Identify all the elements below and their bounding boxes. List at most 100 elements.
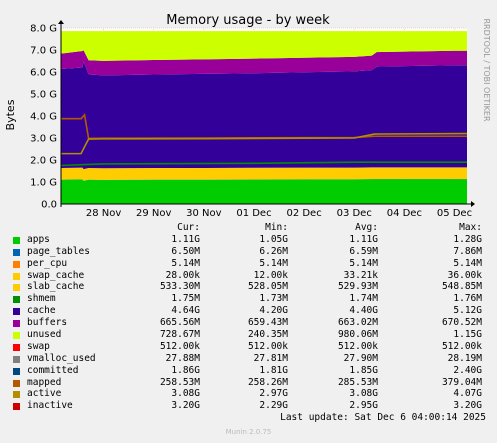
- legend-max: 7.86M: [453, 245, 482, 257]
- line-inactive: [61, 132, 468, 155]
- legend-row-active: active 3.08G 2.97G 3.08G 4.07G: [12, 388, 492, 400]
- legend-min: 2.29G: [259, 400, 288, 412]
- y-tick-label: 5.0 G: [30, 90, 57, 101]
- legend-cur: 4.64G: [171, 305, 200, 317]
- legend-name: apps: [27, 233, 50, 245]
- x-tick-label: 03 Dec: [337, 208, 372, 219]
- legend-max: 548.85M: [441, 281, 482, 293]
- y-tick-labels: 0.0 1.0 G 2.0 G 3.0 G 4.0 G 5.0 G 6.0 G 7.0 G 8.…: [30, 24, 57, 211]
- x-axis-arrow: [471, 201, 475, 207]
- x-tick-label: 28 Nov: [86, 208, 122, 219]
- legend-row-slab-cache: slab_cache 533.30M 528.05M 529.93M 548.85M: [12, 281, 492, 293]
- legend-swatch: [13, 367, 20, 375]
- x-tick-label: 05 Dec: [437, 208, 472, 219]
- legend-avg: 4.40G: [349, 305, 378, 317]
- y-tick-label: 4.0 G: [30, 112, 57, 123]
- legend-row-per-cpu: per_cpu 5.14M 5.14M 5.14M 5.14M: [12, 258, 492, 270]
- munin-version: Munin 2.0.75: [225, 428, 272, 436]
- legend-max: 670.52M: [441, 317, 482, 329]
- y-axis-arrow: [58, 20, 64, 24]
- legend-swatch: [13, 284, 20, 292]
- legend-swatch: [13, 272, 20, 280]
- legend-row-cache: cache 4.64G 4.20G 4.40G 5.12G: [12, 305, 492, 317]
- legend-min: 5.14M: [259, 257, 288, 269]
- legend-avg: 980.06M: [337, 329, 378, 341]
- legend-name: shmem: [27, 293, 56, 305]
- legend-name: vmalloc_used: [27, 352, 96, 364]
- legend-avg: 285.53M: [337, 376, 378, 388]
- legend-cur: 665.56M: [159, 317, 200, 329]
- legend-cur: 5.14M: [171, 257, 200, 269]
- legend-name: buffers: [27, 317, 68, 329]
- legend-min: 1.81G: [259, 364, 288, 376]
- header-max: Max:: [459, 222, 482, 233]
- legend-name: page_tables: [27, 245, 90, 257]
- legend-min: 12.00k: [253, 269, 288, 281]
- x-tick-label: 30 Nov: [186, 208, 222, 219]
- legend-name: swap_cache: [27, 269, 85, 281]
- legend-min: 4.20G: [259, 305, 288, 317]
- y-tick-label: 8.0 G: [30, 24, 57, 35]
- legend-cur: 3.20G: [171, 400, 200, 412]
- legend-row-shmem: shmem 1.75M 1.73M 1.74M 1.76M: [12, 293, 492, 305]
- legend-cur: 258.53M: [159, 376, 200, 388]
- y-tick-label: 7.0 G: [30, 46, 57, 57]
- legend-cur: 1.86G: [171, 364, 200, 376]
- legend-avg: 1.74M: [349, 293, 378, 305]
- legend-cur: 28.00k: [165, 269, 200, 281]
- legend-swatch: [13, 320, 20, 328]
- legend-min: 258.26M: [247, 376, 288, 388]
- legend-avg: 2.95G: [349, 400, 378, 412]
- legend-name: per_cpu: [27, 257, 68, 269]
- legend-header: Cur: Min: Avg: Max:: [12, 222, 492, 234]
- legend-row-page-tables: page_tables 6.50M 6.26M 6.59M 7.86M: [12, 246, 492, 258]
- y-axis-label: Bytes: [4, 99, 17, 130]
- legend-max: 4.07G: [453, 388, 482, 400]
- x-tick-label: 04 Dec: [387, 208, 422, 219]
- stacked-areas: [61, 31, 467, 204]
- legend-avg: 6.59M: [349, 245, 378, 257]
- y-tick-label: 6.0 G: [30, 68, 57, 79]
- legend-name: swap: [27, 340, 50, 352]
- legend-swatch: [13, 236, 20, 244]
- area-apps: [61, 179, 467, 204]
- legend-avg: 3.08G: [349, 388, 378, 400]
- line-committed: [60, 161, 467, 167]
- area-slab-cache: [61, 167, 467, 181]
- legend-max: 2.40G: [453, 364, 482, 376]
- legend-cur: 3.08G: [171, 388, 200, 400]
- header-min: Min:: [265, 222, 288, 233]
- x-tick-label: 01 Dec: [236, 208, 271, 219]
- legend-row-mapped: mapped 258.53M 258.26M 285.53M 379.04M: [12, 377, 492, 389]
- legend-max: 1.76M: [453, 293, 482, 305]
- legend-avg: 27.90M: [343, 352, 378, 364]
- legend-row-committed: committed 1.86G 1.81G 1.85G 2.40G: [12, 365, 492, 377]
- legend-max: 3.20G: [453, 400, 482, 412]
- legend-name: active: [27, 388, 62, 400]
- legend-min: 2.97G: [259, 388, 288, 400]
- legend-min: 1.73M: [259, 293, 288, 305]
- legend-max: 5.14M: [453, 257, 482, 269]
- legend-swatch: [13, 260, 20, 268]
- header-cur: Cur:: [177, 222, 200, 233]
- legend-cur: 27.88M: [165, 352, 200, 364]
- y-tick-label: 1.0 G: [30, 178, 57, 189]
- legend-avg: 512.00k: [337, 340, 378, 352]
- legend-name: cache: [27, 305, 56, 317]
- legend-swatch: [13, 403, 20, 411]
- last-update: Last update: Sat Dec 6 04:00:14 2025: [280, 412, 486, 423]
- memory-chart: Memory usage - by week Bytes RRDTOOL / T…: [4, 13, 491, 219]
- legend-max: 379.04M: [441, 376, 482, 388]
- legend-max: 5.12G: [453, 305, 482, 317]
- legend-name: unused: [27, 329, 62, 341]
- legend-max: 1.28G: [453, 233, 482, 245]
- y-tick-label: 3.0 G: [30, 134, 57, 145]
- area-cache: [61, 61, 467, 170]
- header-avg: Avg:: [355, 222, 378, 233]
- legend-avg: 529.93M: [337, 281, 378, 293]
- legend-name: slab_cache: [27, 281, 85, 293]
- legend-swatch: [13, 248, 20, 256]
- legend-cur: 728.67M: [159, 329, 200, 341]
- legend-row-apps: apps 1.11G 1.05G 1.11G 1.28G: [12, 234, 492, 246]
- x-tick-label: 29 Nov: [136, 208, 172, 219]
